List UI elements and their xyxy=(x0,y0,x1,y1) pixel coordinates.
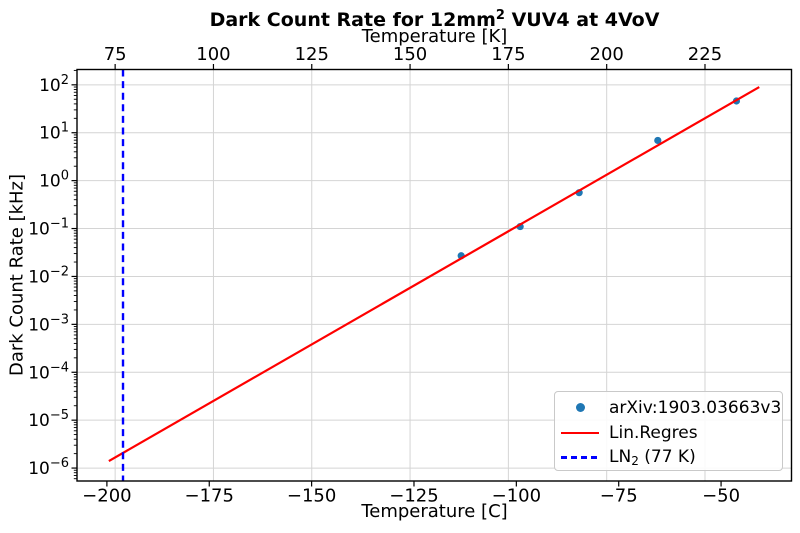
svg-text:10−2: 10−2 xyxy=(28,264,69,287)
legend-handle xyxy=(561,456,599,459)
y-axis-label: Dark Count Rate [kHz] xyxy=(6,173,28,377)
chart-title-superscript: 2 xyxy=(495,8,505,23)
legend-label-ln2: LN2 (77 K) xyxy=(609,447,696,468)
svg-text:101: 101 xyxy=(39,121,69,144)
ln2-label-text-end: (77 K) xyxy=(638,447,696,467)
regression-line-icon xyxy=(561,431,599,434)
svg-text:125: 125 xyxy=(295,44,329,65)
svg-text:75: 75 xyxy=(104,44,127,65)
svg-text:200: 200 xyxy=(590,44,624,65)
svg-text:150: 150 xyxy=(393,44,427,65)
legend-label-scatter: arXiv:1903.03663v3 xyxy=(609,397,782,418)
top-axis-label: Temperature [K] xyxy=(361,26,508,47)
ln2-label-text: LN xyxy=(609,447,632,467)
chart-title-text-end: VUV4 at 4VoV xyxy=(504,9,660,31)
svg-text:−50: −50 xyxy=(702,486,740,507)
legend-label-regression: Lin.Regres xyxy=(609,422,698,443)
svg-text:−75: −75 xyxy=(600,486,638,507)
scatter-marker-icon xyxy=(575,403,585,412)
svg-text:10−4: 10−4 xyxy=(28,360,69,383)
legend: arXiv:1903.03663v3 Lin.Regres LN2 (77 K) xyxy=(554,391,783,471)
svg-text:100: 100 xyxy=(39,169,69,192)
svg-text:−200: −200 xyxy=(82,486,131,507)
svg-text:−125: −125 xyxy=(389,486,438,507)
svg-text:100: 100 xyxy=(196,44,230,65)
legend-handle xyxy=(561,431,599,434)
legend-item-ln2: LN2 (77 K) xyxy=(561,445,774,470)
ln2-line-icon xyxy=(561,456,599,459)
svg-text:−150: −150 xyxy=(287,486,336,507)
chart-title: Dark Count Rate for 12mm2 VUV4 at 4VoV xyxy=(77,5,792,31)
svg-text:10−3: 10−3 xyxy=(28,312,69,335)
bottom-axis-label: Temperature [C] xyxy=(361,501,508,522)
svg-text:175: 175 xyxy=(491,44,525,65)
svg-text:102: 102 xyxy=(39,73,69,96)
svg-text:−175: −175 xyxy=(185,486,234,507)
svg-text:−100: −100 xyxy=(492,486,541,507)
svg-text:225: 225 xyxy=(688,44,722,65)
legend-item-scatter: arXiv:1903.03663v3 xyxy=(561,395,781,420)
svg-text:10−1: 10−1 xyxy=(28,217,69,240)
svg-text:10−5: 10−5 xyxy=(28,408,69,431)
legend-handle xyxy=(561,403,599,412)
ln2-label-subscript: 2 xyxy=(631,454,639,468)
chart-title-text: Dark Count Rate for 12mm xyxy=(209,9,496,31)
legend-item-regression: Lin.Regres xyxy=(561,420,774,445)
svg-text:10−6: 10−6 xyxy=(28,456,69,479)
